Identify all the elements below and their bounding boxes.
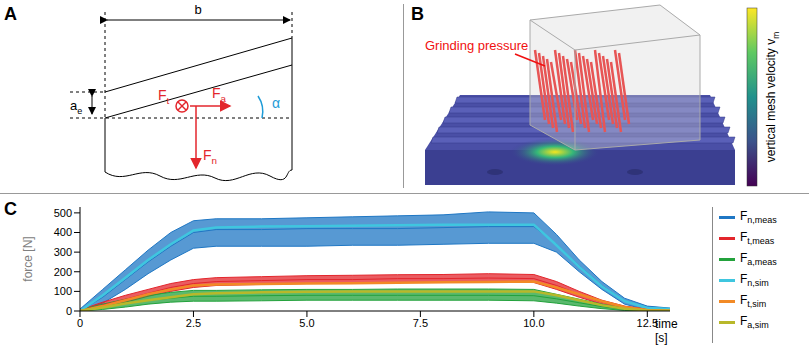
html-text:C: C xyxy=(4,199,17,219)
svg-text:7.5: 7.5 xyxy=(413,317,428,329)
svg-text:A: A xyxy=(4,4,17,24)
svg-text:2.5: 2.5 xyxy=(186,317,201,329)
svg-text:Grinding pressure: Grinding pressure xyxy=(425,38,528,53)
svg-text:0: 0 xyxy=(66,305,72,317)
svg-text:force [N]: force [N] xyxy=(21,236,35,281)
svg-text:0: 0 xyxy=(77,317,83,329)
html-text:time [s]: time [s] xyxy=(655,317,678,345)
svg-text:Ft: Ft xyxy=(158,87,170,106)
svg-text:B: B xyxy=(411,4,424,24)
svg-text:100: 100 xyxy=(54,285,72,297)
svg-text:ae: ae xyxy=(70,98,82,116)
svg-text:Fn: Fn xyxy=(203,147,217,166)
svg-text:12.5: 12.5 xyxy=(637,317,658,329)
svg-text:Fa: Fa xyxy=(212,85,227,104)
svg-text:α: α xyxy=(272,95,280,111)
html-text:Fn,meas: Fn,meas xyxy=(740,209,777,226)
html-text:Fn,sim: Fn,sim xyxy=(740,272,769,289)
svg-text:300: 300 xyxy=(54,246,72,258)
html-text:Ft,sim: Ft,sim xyxy=(740,293,767,310)
svg-text:b: b xyxy=(194,2,201,17)
svg-text:400: 400 xyxy=(54,226,72,238)
svg-text:vertical mesh velocity vm: vertical mesh velocity vm xyxy=(764,32,781,162)
html-text:Fa,sim: Fa,sim xyxy=(740,314,769,331)
svg-text:500: 500 xyxy=(54,207,72,219)
html-text:Ft,meas: Ft,meas xyxy=(740,230,775,247)
svg-text:5.0: 5.0 xyxy=(299,317,314,329)
svg-text:10.0: 10.0 xyxy=(523,317,544,329)
svg-text:200: 200 xyxy=(54,266,72,278)
html-text:Fa,meas: Fa,meas xyxy=(740,251,777,268)
